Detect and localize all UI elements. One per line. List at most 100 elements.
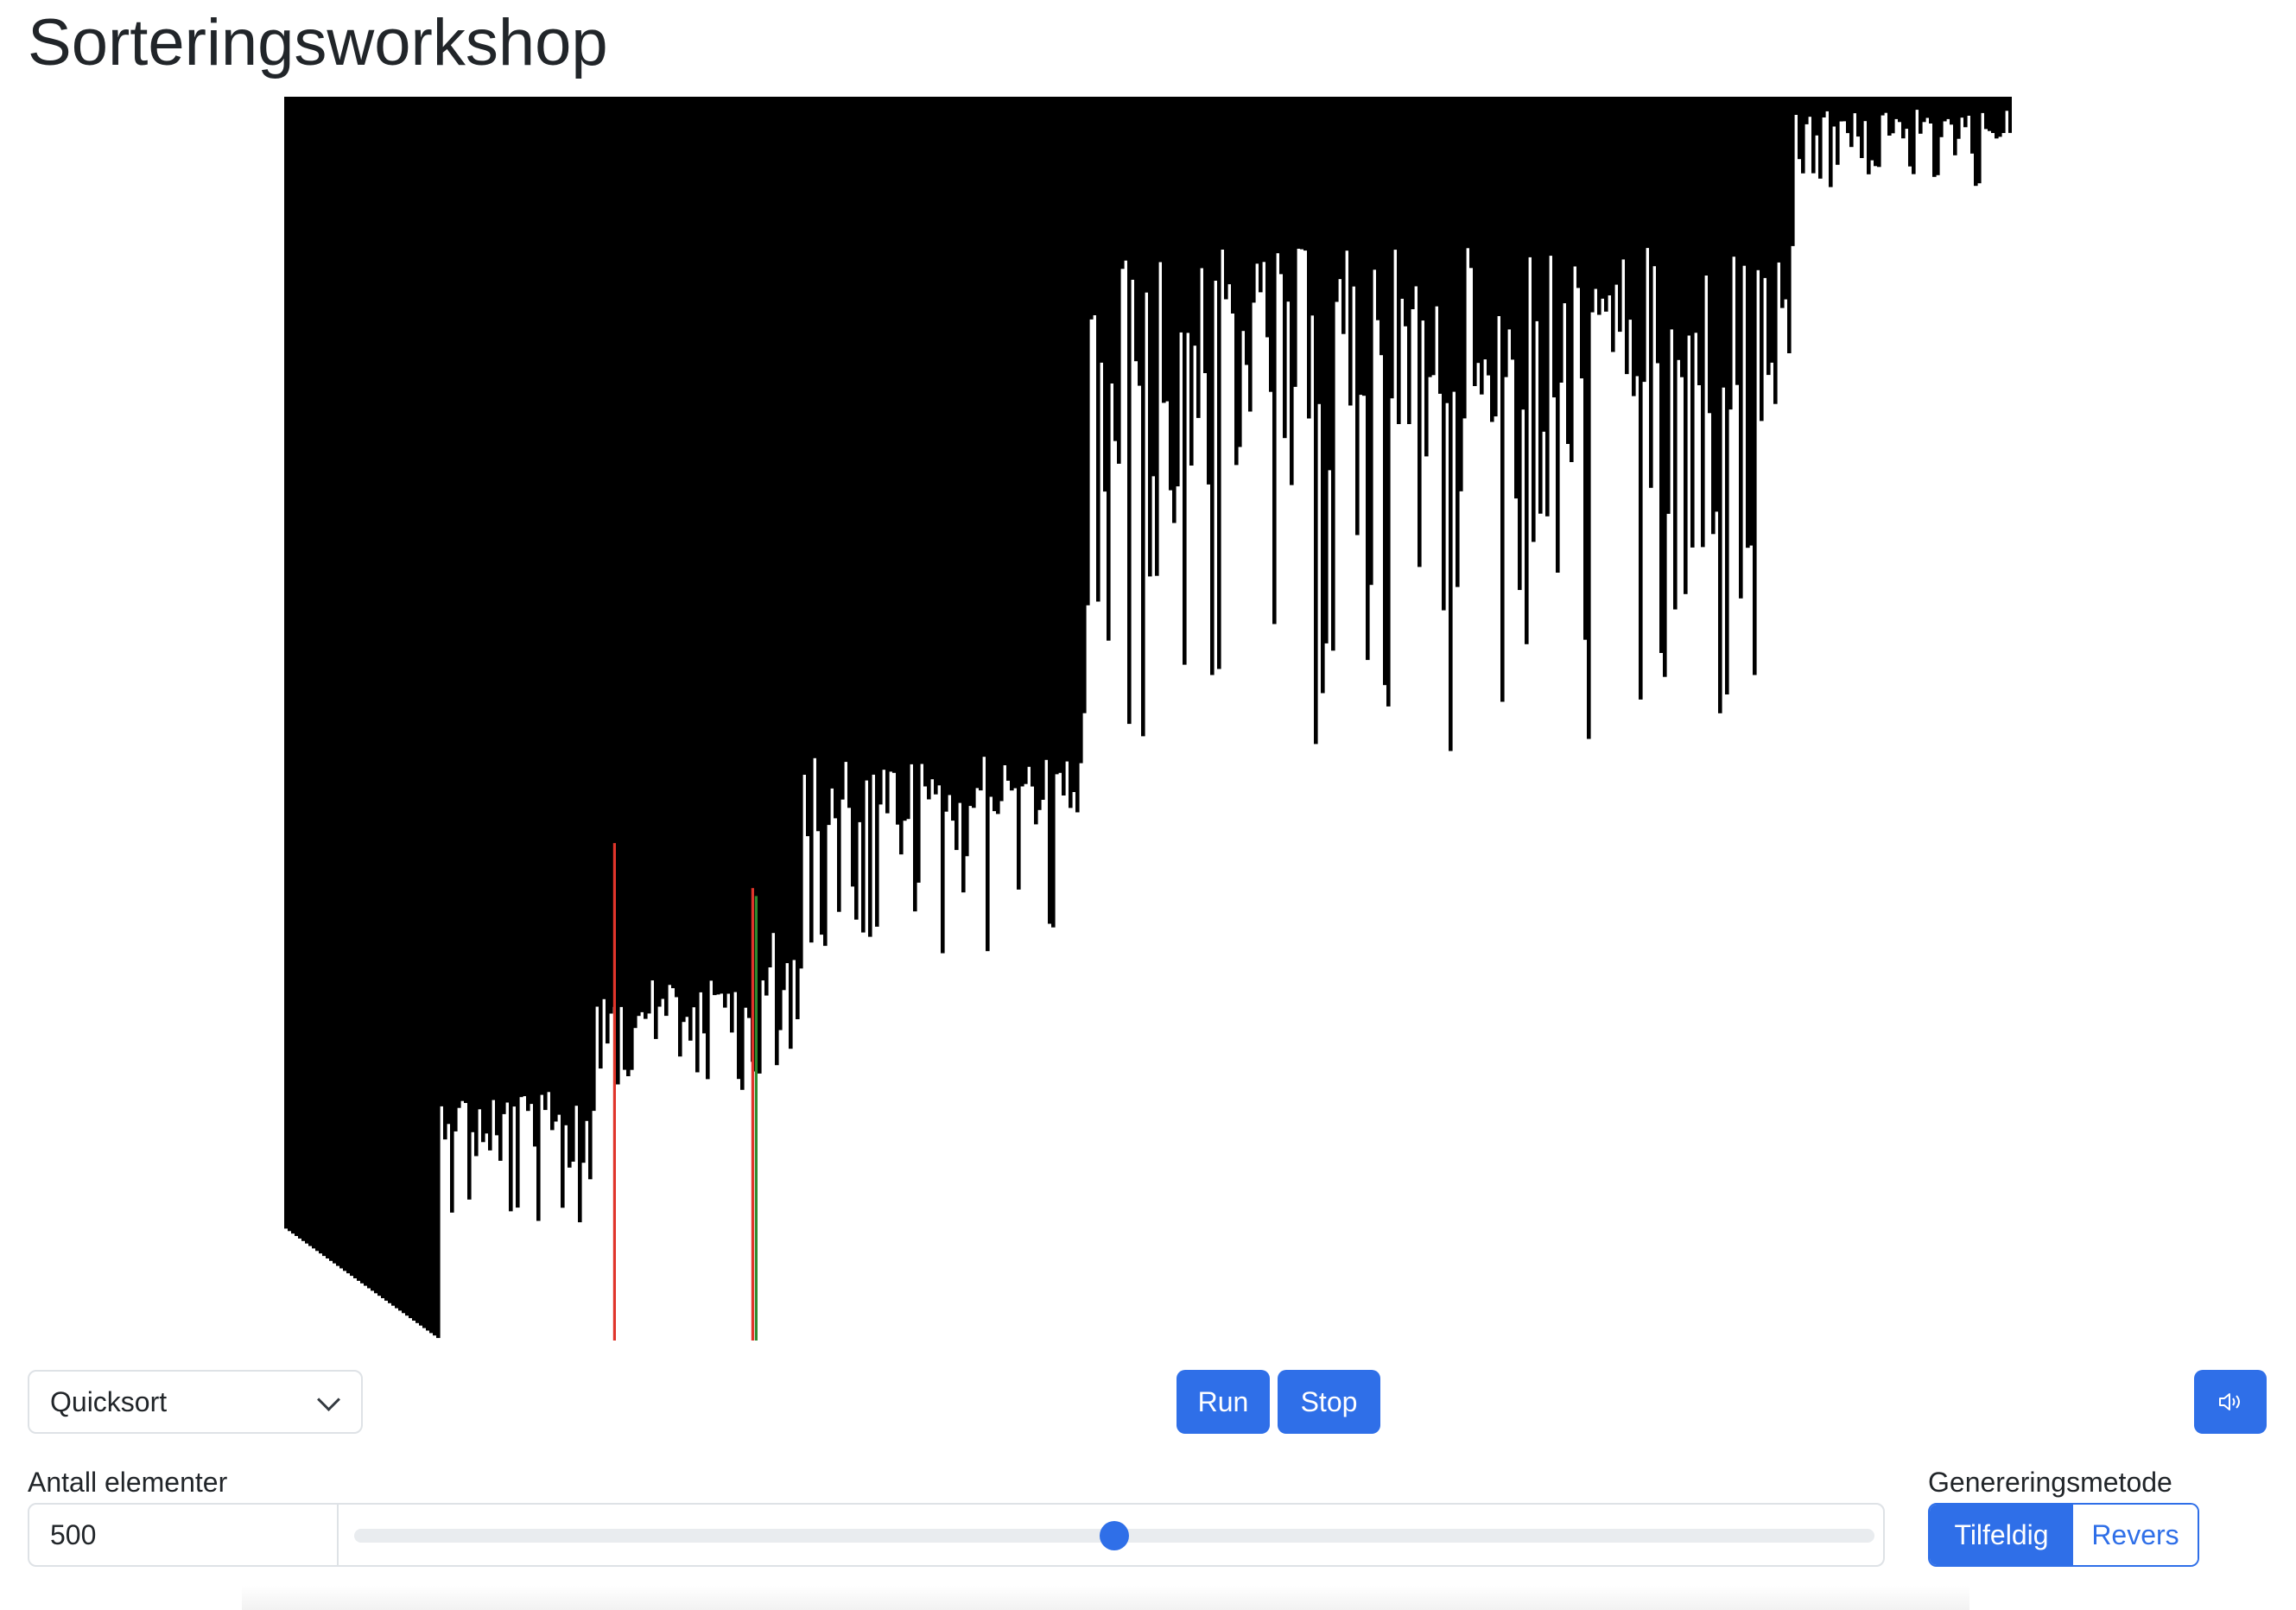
array-bar	[1214, 97, 1218, 281]
array-bar	[1321, 97, 1325, 694]
array-bar	[1988, 97, 1992, 131]
array-bar	[830, 97, 834, 789]
array-bar	[1953, 97, 1957, 155]
sound-toggle-button[interactable]	[2194, 1370, 2267, 1434]
array-bar	[1929, 97, 1933, 124]
method-option-reverse[interactable]: Revers	[2073, 1505, 2198, 1565]
array-bar	[1397, 97, 1401, 424]
array-bar	[440, 97, 444, 1106]
array-bar	[1269, 97, 1273, 392]
array-bar	[875, 97, 879, 927]
array-bar	[474, 97, 479, 1157]
slider-thumb[interactable]	[1100, 1521, 1129, 1550]
array-bar	[1960, 97, 1964, 118]
array-bar	[968, 97, 973, 807]
array-bar	[1739, 97, 1743, 599]
array-bar	[878, 97, 883, 805]
array-bar	[1957, 97, 1961, 139]
array-bar	[882, 97, 886, 770]
element-count-control: 500	[28, 1503, 1885, 1567]
array-bar	[443, 97, 447, 1140]
array-bar	[1407, 97, 1411, 424]
array-bar	[353, 97, 358, 1278]
array-bar	[1193, 97, 1197, 346]
array-bar	[1846, 97, 1850, 134]
method-option-random[interactable]: Tilfeldig	[1930, 1505, 2073, 1565]
array-bar	[654, 97, 658, 1039]
array-bar	[1055, 97, 1059, 775]
array-bar	[1614, 97, 1619, 285]
array-bar	[1210, 97, 1215, 675]
element-count-slider[interactable]	[354, 1521, 1874, 1550]
array-bar	[301, 97, 306, 1241]
array-bar	[533, 97, 537, 1147]
array-bar	[1359, 97, 1363, 396]
array-bar	[1822, 97, 1826, 117]
array-bar	[464, 97, 468, 1103]
element-count-input[interactable]: 500	[29, 1505, 339, 1565]
array-bar	[1017, 97, 1021, 890]
array-bar	[965, 97, 969, 857]
array-bar	[650, 97, 655, 981]
array-bar	[1051, 97, 1056, 928]
array-bar	[543, 97, 548, 1111]
array-bar	[422, 97, 427, 1328]
array-bar	[388, 97, 392, 1303]
array-bar	[1480, 97, 1484, 395]
array-bar	[571, 97, 575, 1162]
array-bar	[554, 97, 558, 1122]
array-bar	[436, 97, 441, 1339]
array-bar	[339, 97, 344, 1269]
array-bar	[858, 97, 862, 822]
array-bar	[609, 97, 613, 1014]
array-bar	[1587, 97, 1591, 739]
array-bar	[1818, 97, 1823, 179]
array-bar	[792, 97, 796, 960]
algorithm-select[interactable]: Quicksort	[28, 1370, 363, 1434]
array-bar	[709, 97, 714, 981]
array-bar	[1452, 97, 1456, 392]
array-bar	[1922, 97, 1926, 123]
stop-button[interactable]: Stop	[1278, 1370, 1380, 1434]
array-bar	[999, 97, 1004, 802]
array-bar	[1542, 97, 1546, 432]
array-bar	[574, 97, 579, 1106]
array-bar	[1704, 97, 1709, 276]
array-bar	[536, 97, 541, 1221]
array-bar	[1525, 97, 1529, 644]
array-bar	[1172, 97, 1177, 523]
array-bar	[391, 97, 396, 1306]
array-bar	[1967, 97, 1971, 116]
array-bar	[1255, 97, 1259, 264]
array-bar	[958, 97, 962, 803]
array-bar	[820, 97, 824, 935]
array-bar	[809, 97, 814, 943]
array-bar	[948, 97, 952, 795]
array-bar	[1863, 97, 1868, 122]
array-bar	[357, 97, 361, 1281]
array-bar	[371, 97, 375, 1291]
array-bar	[1148, 97, 1152, 577]
array-bar	[806, 97, 810, 837]
array-bar	[640, 97, 644, 1012]
array-bar	[1998, 97, 2002, 137]
array-bar	[1666, 97, 1671, 514]
run-button[interactable]: Run	[1177, 1370, 1270, 1434]
array-bar	[1836, 97, 1840, 165]
array-bar	[633, 97, 637, 1029]
array-bar	[1549, 97, 1553, 257]
array-bar	[1494, 97, 1498, 417]
array-bar	[1766, 97, 1771, 376]
array-bar	[754, 97, 758, 1072]
generation-method-toggle: Tilfeldig Revers	[1928, 1503, 2199, 1567]
array-bar	[1528, 97, 1532, 257]
array-bar	[1656, 97, 1660, 364]
array-bar	[951, 97, 955, 821]
array-bar	[1649, 97, 1653, 488]
array-bar	[374, 97, 378, 1294]
array-bar	[1131, 97, 1135, 280]
array-bar	[1469, 97, 1474, 269]
chevron-down-icon	[317, 1388, 340, 1411]
array-bar	[1808, 97, 1812, 117]
array-bar	[716, 97, 720, 995]
